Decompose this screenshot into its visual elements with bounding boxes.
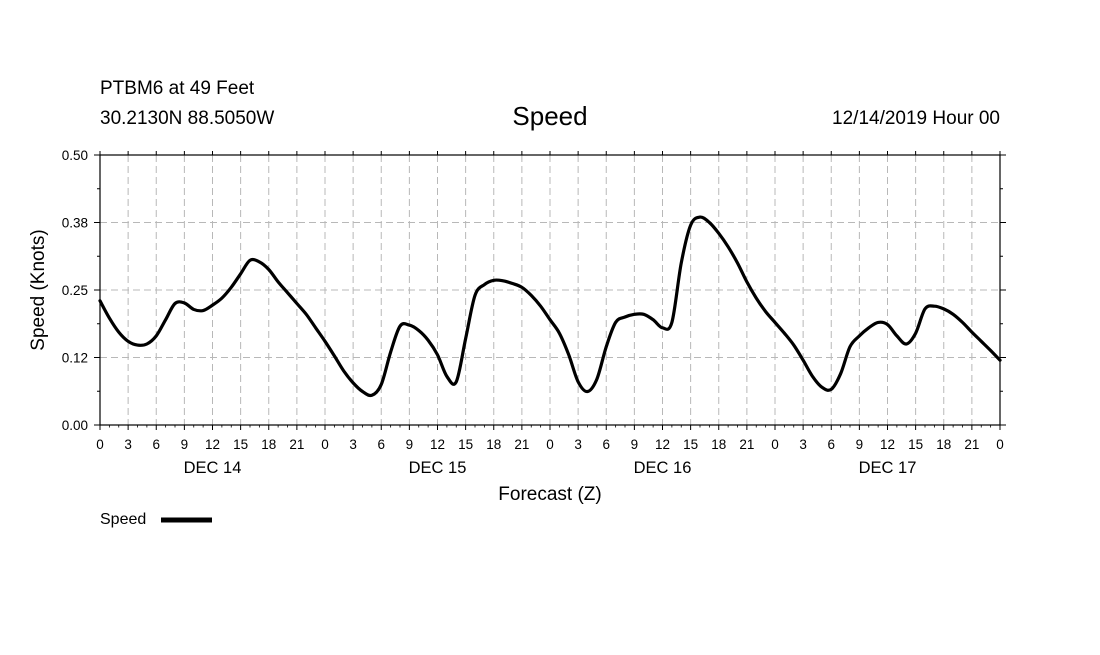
x-tick-label: 3 xyxy=(574,437,582,452)
x-tick-label: 12 xyxy=(205,437,220,452)
x-tick-label: 6 xyxy=(377,437,385,452)
x-tick-label: 21 xyxy=(964,437,979,452)
x-tick-label: 15 xyxy=(233,437,248,452)
day-label: DEC 15 xyxy=(409,459,467,477)
x-tick-label: 15 xyxy=(683,437,698,452)
x-tick-label: 9 xyxy=(631,437,639,452)
x-tick-label: 18 xyxy=(261,437,276,452)
x-tick-label: 0 xyxy=(546,437,554,452)
x-axis-ticks: 0 3 6 9 12 15 18 21 0 3 6 9 12 15 18 21 0 3 6 9 12 15 18 21 0 3 6 9… xyxy=(96,151,1004,452)
day-label: DEC 17 xyxy=(859,459,917,477)
x-tick-label: 3 xyxy=(349,437,357,452)
location-label: 30.2130N 88.5050W xyxy=(100,108,274,129)
series-layer xyxy=(98,215,1002,398)
x-axis-label: Forecast (Z) xyxy=(498,484,601,505)
x-tick-label: 15 xyxy=(458,437,473,452)
x-tick-label: 21 xyxy=(289,437,304,452)
x-tick-label: 12 xyxy=(655,437,670,452)
x-tick-label: 0 xyxy=(321,437,329,452)
x-tick-label: 9 xyxy=(406,437,414,452)
y-tick-label: 0.38 xyxy=(62,216,88,231)
x-tick-label: 12 xyxy=(430,437,445,452)
x-tick-label: 12 xyxy=(880,437,895,452)
x-tick-label: 0 xyxy=(96,437,104,452)
y-axis-label: Speed (Knots) xyxy=(28,229,49,350)
speed-series-line xyxy=(98,215,1002,398)
legend-label: Speed xyxy=(100,511,146,528)
x-tick-label: 18 xyxy=(711,437,726,452)
x-tick-label: 21 xyxy=(739,437,754,452)
y-axis-ticks: 0.00 0.12 0.25 0.38 0.50 xyxy=(62,148,1006,433)
chart-title: Speed xyxy=(512,101,587,131)
x-tick-label: 3 xyxy=(124,437,132,452)
y-tick-label: 0.50 xyxy=(62,148,88,163)
day-label: DEC 14 xyxy=(184,459,242,477)
y-tick-label: 0.00 xyxy=(62,418,88,433)
day-label: DEC 16 xyxy=(634,459,692,477)
x-tick-label: 18 xyxy=(486,437,501,452)
x-tick-label: 9 xyxy=(856,437,864,452)
x-tick-label: 3 xyxy=(799,437,807,452)
x-tick-label: 9 xyxy=(181,437,189,452)
x-tick-label: 6 xyxy=(152,437,160,452)
datetime-label: 12/14/2019 Hour 00 xyxy=(832,108,1000,129)
day-labels: DEC 14 DEC 15 DEC 16 DEC 17 xyxy=(184,459,917,477)
x-tick-label: 21 xyxy=(514,437,529,452)
x-tick-label: 6 xyxy=(827,437,835,452)
grid-lines xyxy=(100,155,1000,425)
x-tick-label: 15 xyxy=(908,437,923,452)
x-tick-label: 18 xyxy=(936,437,951,452)
x-tick-label: 6 xyxy=(602,437,610,452)
x-tick-label: 0 xyxy=(771,437,779,452)
station-label: PTBM6 at 49 Feet xyxy=(100,78,255,99)
y-tick-label: 0.12 xyxy=(62,351,88,366)
y-tick-label: 0.25 xyxy=(62,283,88,298)
x-tick-label: 0 xyxy=(996,437,1004,452)
